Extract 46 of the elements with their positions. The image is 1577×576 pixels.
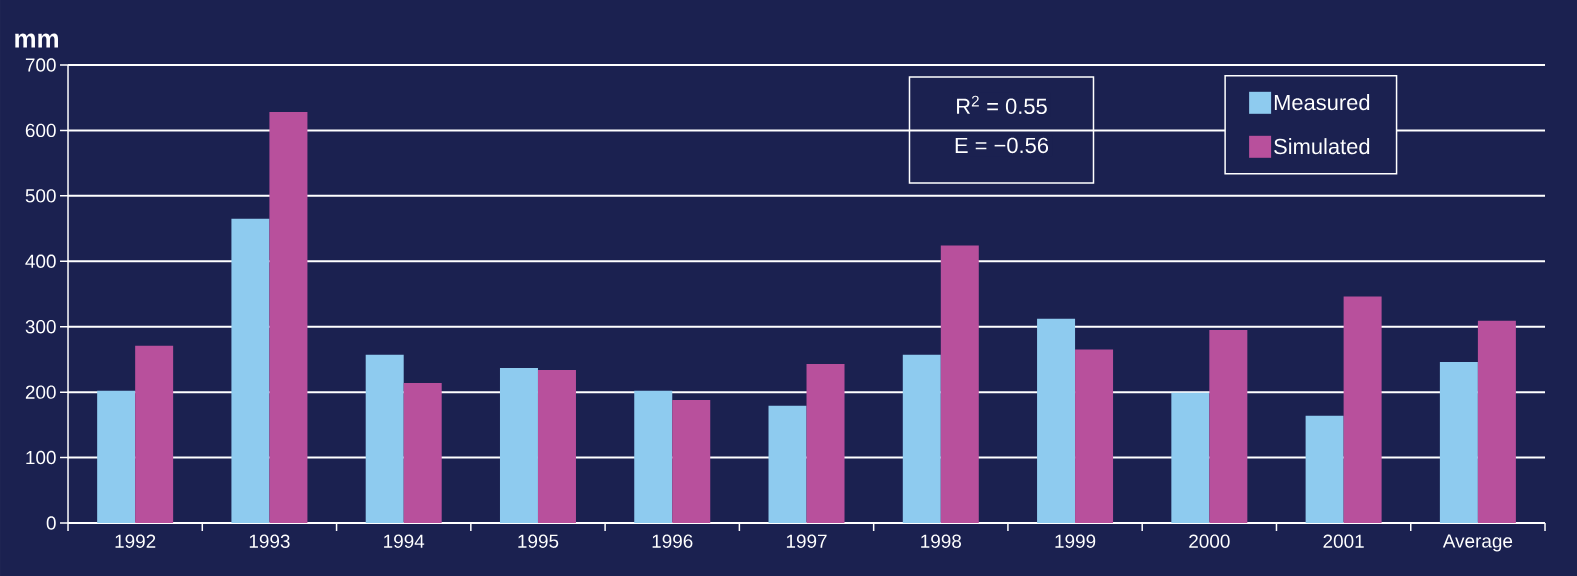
y-tick-label: 600 (25, 123, 56, 138)
x-tick-label: 2001 (1323, 534, 1364, 548)
x-tick-label: 1995 (518, 534, 559, 548)
legend-label: Simulated (1274, 138, 1370, 155)
x-tick-label: 1992 (115, 534, 156, 548)
y-tick-label: 700 (25, 58, 56, 72)
x-tick-label: 1996 (652, 534, 693, 548)
y-tick-label: 400 (25, 254, 56, 268)
y-axis-title: mm (15, 33, 58, 48)
x-tick-label: 1997 (786, 534, 827, 548)
bar (1171, 392, 1210, 523)
x-tick-label: 1994 (384, 534, 425, 548)
bar (940, 245, 979, 523)
annotation: R$^{2}$ = 0.55 (957, 95, 1047, 115)
bar (768, 405, 807, 523)
bar (365, 354, 404, 523)
x-tick-label: 1999 (1055, 534, 1096, 548)
bar (403, 382, 442, 523)
bar (1343, 296, 1382, 523)
x-tick-label: 2000 (1189, 534, 1230, 548)
bar (537, 369, 576, 523)
bar (634, 390, 673, 523)
y-tick-label: 0 (46, 516, 56, 530)
bar (499, 367, 538, 523)
bar (1075, 349, 1114, 523)
bar (1037, 318, 1076, 523)
bar (672, 399, 711, 523)
x-tick-label: 1993 (249, 534, 290, 548)
x-tick-label: 1998 (921, 534, 962, 548)
bar (1305, 415, 1344, 523)
x-tick-label: Average (1442, 534, 1513, 552)
annotation: E = −0.56 (955, 137, 1049, 154)
bar (1209, 329, 1248, 523)
bar (902, 354, 941, 523)
y-tick-label: 500 (25, 189, 56, 203)
bar (269, 112, 308, 523)
legend-label: Measured (1274, 94, 1370, 111)
bar (1477, 320, 1516, 523)
bar (806, 363, 845, 523)
y-tick-label: 200 (25, 385, 56, 399)
bar (1439, 362, 1478, 523)
bar (97, 390, 136, 523)
bar (135, 345, 174, 523)
y-tick-label: 300 (25, 320, 56, 334)
bar (231, 218, 270, 523)
y-tick-label: 100 (26, 450, 56, 465)
